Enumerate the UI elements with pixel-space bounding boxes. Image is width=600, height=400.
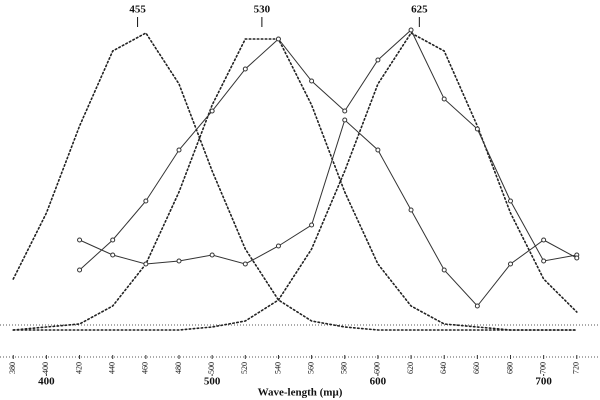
data-point [342,108,348,114]
x-major-tick-label: 400 [38,376,55,388]
x-tick-label: 660 [472,362,481,374]
x-tick-label: 380 [8,362,17,374]
data-point [342,117,348,123]
x-tick-label: 440 [108,362,117,374]
x-tick-label: 460 [141,362,150,374]
data-point [209,252,215,258]
data-point [375,147,381,153]
data-point [77,237,83,243]
data-point [110,252,116,258]
data-point [474,303,480,309]
x-tick-label: 620 [406,362,415,374]
series-line [12,38,578,331]
peak-label: 455 [129,4,146,16]
data-point [375,57,381,63]
x-tick-label: 540 [273,362,282,374]
peak-label: 530 [254,4,271,16]
data-point [143,261,149,267]
data-point [574,255,580,261]
x-tick-label: 720 [572,362,581,374]
x-tick-label: 520 [240,362,249,374]
data-point [541,258,547,264]
data-point [176,258,182,264]
data-point [209,108,215,114]
data-point [275,243,281,249]
x-axis-label: Wave-length (mμ) [258,387,343,399]
data-point [507,198,513,204]
data-point [408,27,414,33]
data-point [441,96,447,102]
data-point [507,261,513,267]
data-point [143,198,149,204]
data-point [242,66,248,72]
data-point [176,147,182,153]
data-point [441,267,447,273]
data-point [77,267,83,273]
x-tick-label: 400 [41,362,50,374]
data-point [242,261,248,267]
x-tick-label: 420 [74,362,83,374]
data-point [309,222,315,228]
series-line [12,31,578,331]
x-tick-label: 560 [306,362,315,374]
x-major-tick-label: 500 [204,376,221,388]
data-point [110,237,116,243]
series-line [12,31,578,331]
series-line [79,119,578,307]
x-tick-label: 640 [439,362,448,374]
x-major-tick-label: 600 [370,376,387,388]
data-point [309,78,315,84]
series-line [79,29,578,271]
x-tick-label: 600 [373,362,382,374]
data-point [275,36,281,42]
x-major-tick-label: 700 [535,376,552,388]
x-tick-label: 500 [207,362,216,374]
x-tick-label: 680 [505,362,514,374]
peak-label: 625 [411,4,428,16]
data-point [474,126,480,132]
x-tick-label: 700 [538,362,547,374]
data-point [541,237,547,243]
x-tick-label: 480 [174,362,183,374]
x-tick-label: 580 [340,362,349,374]
data-point [408,207,414,213]
